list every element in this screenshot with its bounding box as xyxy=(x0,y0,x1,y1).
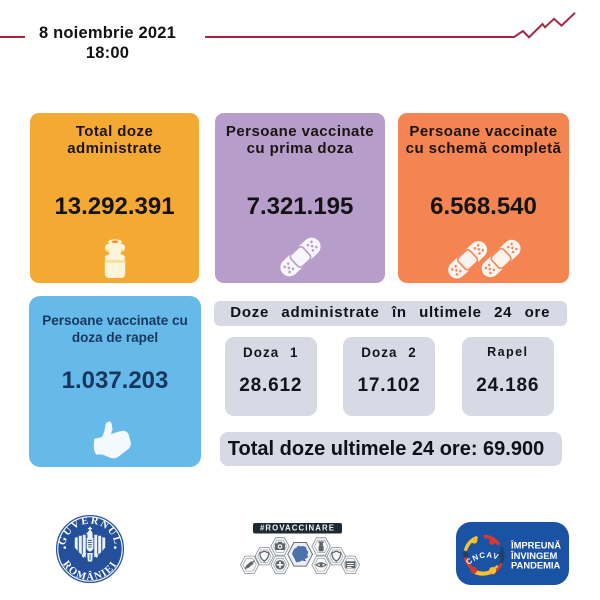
svg-text:#ROVACCINARE: #ROVACCINARE xyxy=(260,524,335,533)
svg-text:CNCAV: CNCAV xyxy=(464,550,500,566)
svg-text:ÎNVINGEM: ÎNVINGEM xyxy=(510,550,558,561)
svg-text:PANDEMIA: PANDEMIA xyxy=(511,559,561,570)
svg-text:ÎMPREUNĂ: ÎMPREUNĂ xyxy=(510,539,561,550)
